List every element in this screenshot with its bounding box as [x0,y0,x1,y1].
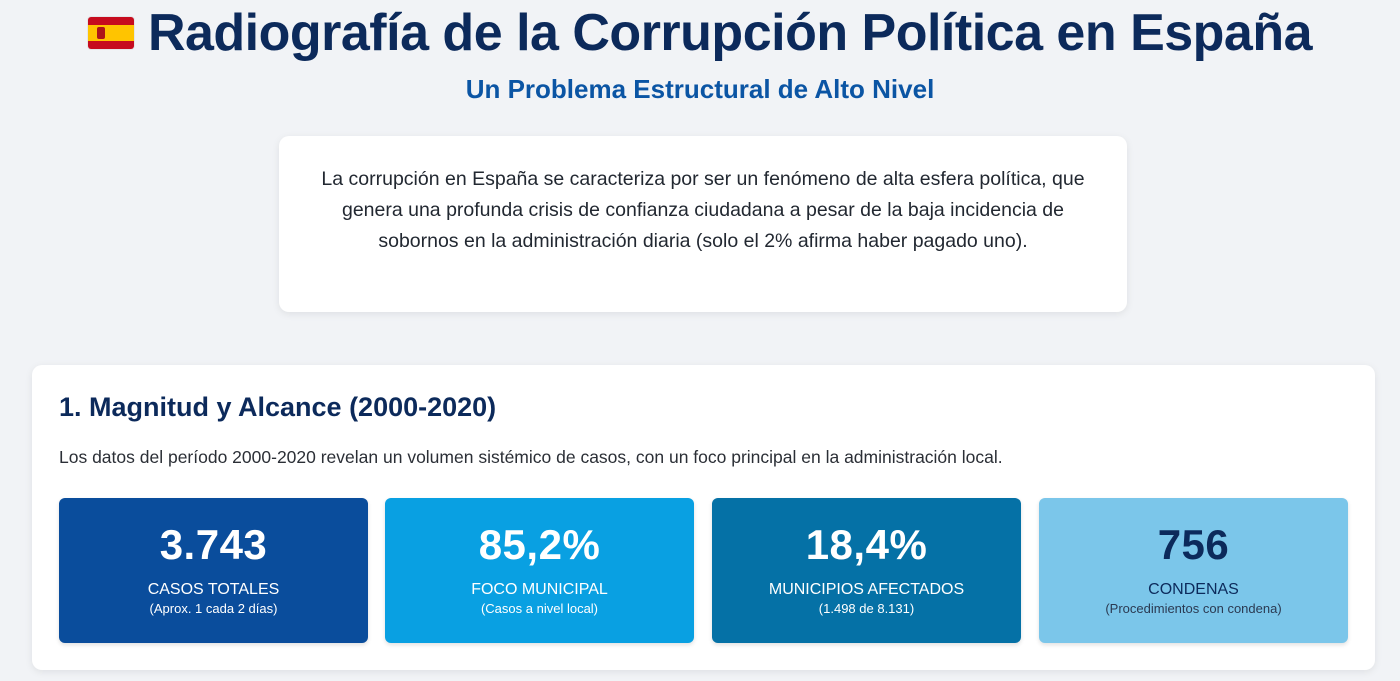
page-header: Radiografía de la Corrupción Política en… [0,0,1400,66]
section-title: 1. Magnitud y Alcance (2000-2020) [59,392,497,422]
spain-flag-icon [87,17,134,49]
stat-card-casos-totales: 3.743 CASOS TOTALES (Aprox. 1 cada 2 día… [59,498,368,643]
stat-card-municipios-afectados: 18,4% MUNICIPIOS AFECTADOS (1.498 de 8.1… [712,498,1021,643]
stat-label: FOCO MUNICIPAL [471,581,608,598]
stat-note: (Aprox. 1 cada 2 días) [149,601,278,616]
stat-card-condenas: 756 CONDENAS (Procedimientos con condena… [1039,498,1348,643]
stat-value: 85,2% [478,521,601,568]
intro-card: La corrupción en España se caracteriza p… [279,136,1127,312]
stat-note: (1.498 de 8.131) [818,601,915,616]
stat-label: CASOS TOTALES [147,581,280,598]
page-subtitle: Un Problema Estructural de Alto Nivel [465,74,935,104]
stat-label: MUNICIPIOS AFECTADOS [768,581,965,598]
stat-value: 3.743 [159,521,268,568]
stat-note: (Procedimientos con condena) [1105,601,1282,616]
stat-label: CONDENAS [1148,581,1239,598]
stat-value: 756 [1157,521,1230,568]
page-title: Radiografía de la Corrupción Política en… [147,4,1313,62]
stat-note: (Casos a nivel local) [480,601,599,616]
intro-text: La corrupción en España se caracteriza p… [321,168,1085,252]
section-description: Los datos del período 2000-2020 revelan … [59,447,1003,467]
section-magnitud-card: 1. Magnitud y Alcance (2000-2020) Los da… [32,365,1375,670]
stat-card-foco-municipal: 85,2% FOCO MUNICIPAL (Casos a nivel loca… [385,498,694,643]
stat-value: 18,4% [805,521,928,568]
